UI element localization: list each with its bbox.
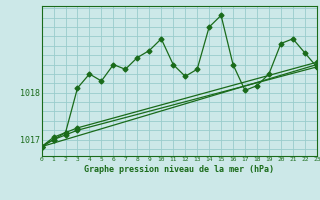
X-axis label: Graphe pression niveau de la mer (hPa): Graphe pression niveau de la mer (hPa)	[84, 165, 274, 174]
